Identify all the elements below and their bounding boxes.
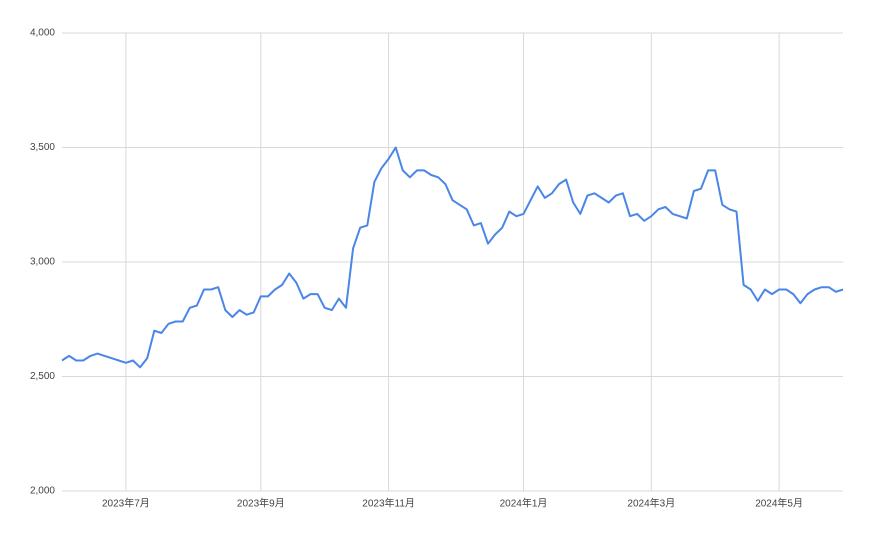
x-tick-label: 2023年7月 <box>102 497 150 510</box>
y-tick-label: 4,000 <box>30 28 55 39</box>
x-tick-label: 2024年1月 <box>500 497 548 510</box>
x-tick-label: 2023年11月 <box>362 497 415 510</box>
x-tick-label: 2024年3月 <box>627 497 675 510</box>
y-tick-label: 3,500 <box>30 142 55 153</box>
x-tick-label: 2023年9月 <box>237 497 285 510</box>
series-line <box>61 146 844 369</box>
y-tick-label: 2,000 <box>30 486 55 497</box>
y-tick-label: 2,500 <box>30 371 55 382</box>
y-tick-label: 3,000 <box>30 257 55 268</box>
x-tick-label: 2024年5月 <box>755 497 803 510</box>
